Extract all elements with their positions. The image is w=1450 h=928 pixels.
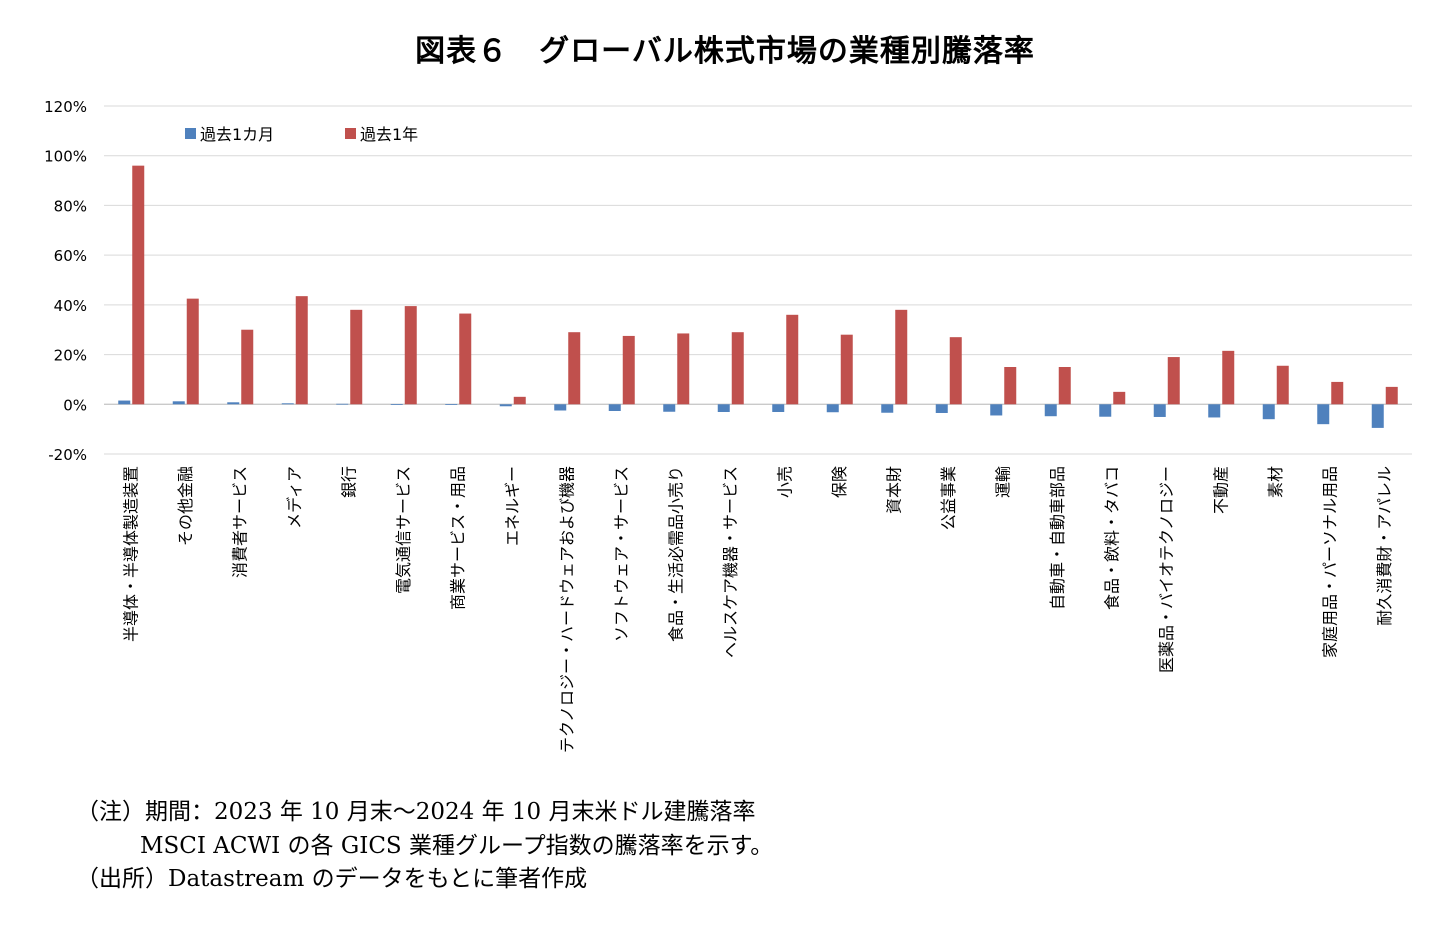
bar-1month: [826, 404, 839, 413]
bar-1month: [227, 402, 240, 405]
bar-1year: [350, 309, 363, 405]
bar-1year: [786, 314, 799, 405]
legend: 過去1カ月 過去1年: [185, 125, 418, 144]
bar-1year: [1004, 367, 1017, 405]
gridlines: [104, 105, 1412, 455]
bar-1month: [1099, 404, 1112, 417]
bar-1year: [568, 332, 581, 405]
x-tick-label: ヘルスケア機器・サービス: [721, 466, 740, 658]
x-tick-label: 耐久消費財・アパレル: [1375, 466, 1394, 626]
bar-1year: [1331, 381, 1344, 405]
y-tick-label: 120%: [44, 98, 87, 116]
bar-1month: [554, 404, 567, 411]
note-period: （注）期間：2023 年 10 月末～2024 年 10 月末米ドル建騰落率: [76, 799, 756, 825]
bar-1year: [895, 309, 908, 405]
x-tick-label: 医薬品・バイオテクノロジー: [1157, 466, 1176, 673]
x-tick-label: 小売: [775, 466, 794, 498]
bar-1month: [663, 404, 676, 412]
bar-1year: [1276, 365, 1289, 405]
bar-1year: [731, 332, 744, 405]
bar-1month: [1371, 404, 1384, 428]
bar-1year: [404, 306, 417, 405]
y-axis-ticks: -20% 0% 20% 40% 60% 80% 100% 120%: [44, 98, 87, 464]
bar-1year: [513, 396, 526, 405]
bar-1month: [717, 404, 730, 412]
x-tick-label: 素材: [1266, 466, 1285, 498]
bar-1month: [1262, 404, 1275, 420]
bar-1year: [295, 296, 308, 405]
bar-1month: [1208, 404, 1221, 418]
x-axis-ticks: 半導体・半導体製造装置 その他金融 消費者サービス メディア 銀行 電気通信サービス 商業サ…: [121, 466, 1394, 753]
x-tick-label: テクノロジー・ハードウェアおよび機器: [557, 466, 576, 753]
x-tick-label: 商業サービス・用品: [448, 466, 467, 610]
x-tick-label: メディア: [285, 466, 304, 529]
y-tick-label: 60%: [54, 247, 87, 265]
bar-1month: [990, 404, 1003, 416]
bar-1year: [622, 335, 635, 405]
bar-1month: [336, 403, 349, 405]
bar-1year: [840, 334, 853, 405]
bar-1month: [1317, 404, 1330, 425]
legend-swatch: [185, 128, 196, 139]
x-tick-label: 半導体・半導体製造装置: [121, 466, 140, 642]
x-tick-label: 資本財: [884, 466, 903, 514]
bar-1month: [935, 404, 948, 413]
y-tick-label: 100%: [44, 148, 87, 166]
x-tick-label: 運輸: [993, 466, 1012, 498]
x-tick-label: 食品・飲料・タバコ: [1102, 466, 1121, 610]
note-source: （出所）Datastream のデータをもとに筆者作成: [76, 866, 588, 892]
bar-1month: [172, 401, 185, 405]
x-tick-label: 電気通信サービス: [394, 466, 413, 594]
bar-1month: [118, 400, 131, 405]
chart-title: 図表６ グローバル株式市場の業種別騰落率: [415, 34, 1035, 69]
x-tick-label: 自動車・自動車部品: [1048, 466, 1067, 610]
bar-1year: [1385, 386, 1398, 405]
x-tick-label: エネルギー: [503, 466, 522, 546]
bar-1year: [1167, 357, 1180, 405]
bar-1year: [949, 337, 962, 405]
legend-label: 過去1年: [360, 125, 418, 144]
note-description: MSCI ACWI の各 GICS 業種グループ指数の騰落率を示す。: [140, 833, 774, 859]
bar-1month: [772, 404, 785, 412]
y-tick-label: 0%: [63, 396, 87, 414]
x-tick-label: 不動産: [1211, 466, 1230, 514]
x-tick-label: 保険: [830, 466, 849, 498]
x-tick-label: 家庭用品・パーソナル用品: [1320, 466, 1339, 658]
bar-1month: [1153, 404, 1166, 417]
bar-1month: [1044, 404, 1057, 417]
x-tick-label: 銀行: [339, 466, 358, 498]
bar-1year: [132, 165, 145, 405]
x-tick-label: その他金融: [176, 466, 195, 546]
y-tick-label: 80%: [54, 197, 87, 215]
bars: [118, 165, 1398, 428]
y-tick-label: -20%: [48, 446, 87, 464]
bar-1month: [881, 404, 894, 413]
bar-1year: [1113, 391, 1126, 405]
x-tick-label: 公益事業: [939, 466, 958, 530]
bar-1month: [390, 404, 403, 405]
bar-1month: [281, 403, 294, 405]
legend-label: 過去1カ月: [200, 125, 274, 144]
bar-1year: [1222, 350, 1235, 405]
y-tick-label: 40%: [54, 297, 87, 315]
bar-1month: [608, 404, 621, 411]
bar-1year: [186, 298, 199, 405]
bar-1year: [459, 313, 472, 405]
x-tick-label: 食品・生活必需品小売り: [666, 466, 685, 642]
bar-1year: [1058, 367, 1071, 405]
y-tick-label: 20%: [54, 347, 87, 365]
legend-swatch: [345, 128, 356, 139]
bar-1year: [241, 329, 254, 405]
bar-1month: [499, 404, 512, 407]
bar-1month: [445, 404, 458, 405]
x-tick-label: 消費者サービス: [230, 466, 249, 578]
bar-1year: [677, 333, 690, 405]
x-tick-label: ソフトウェア・サービス: [612, 466, 631, 642]
